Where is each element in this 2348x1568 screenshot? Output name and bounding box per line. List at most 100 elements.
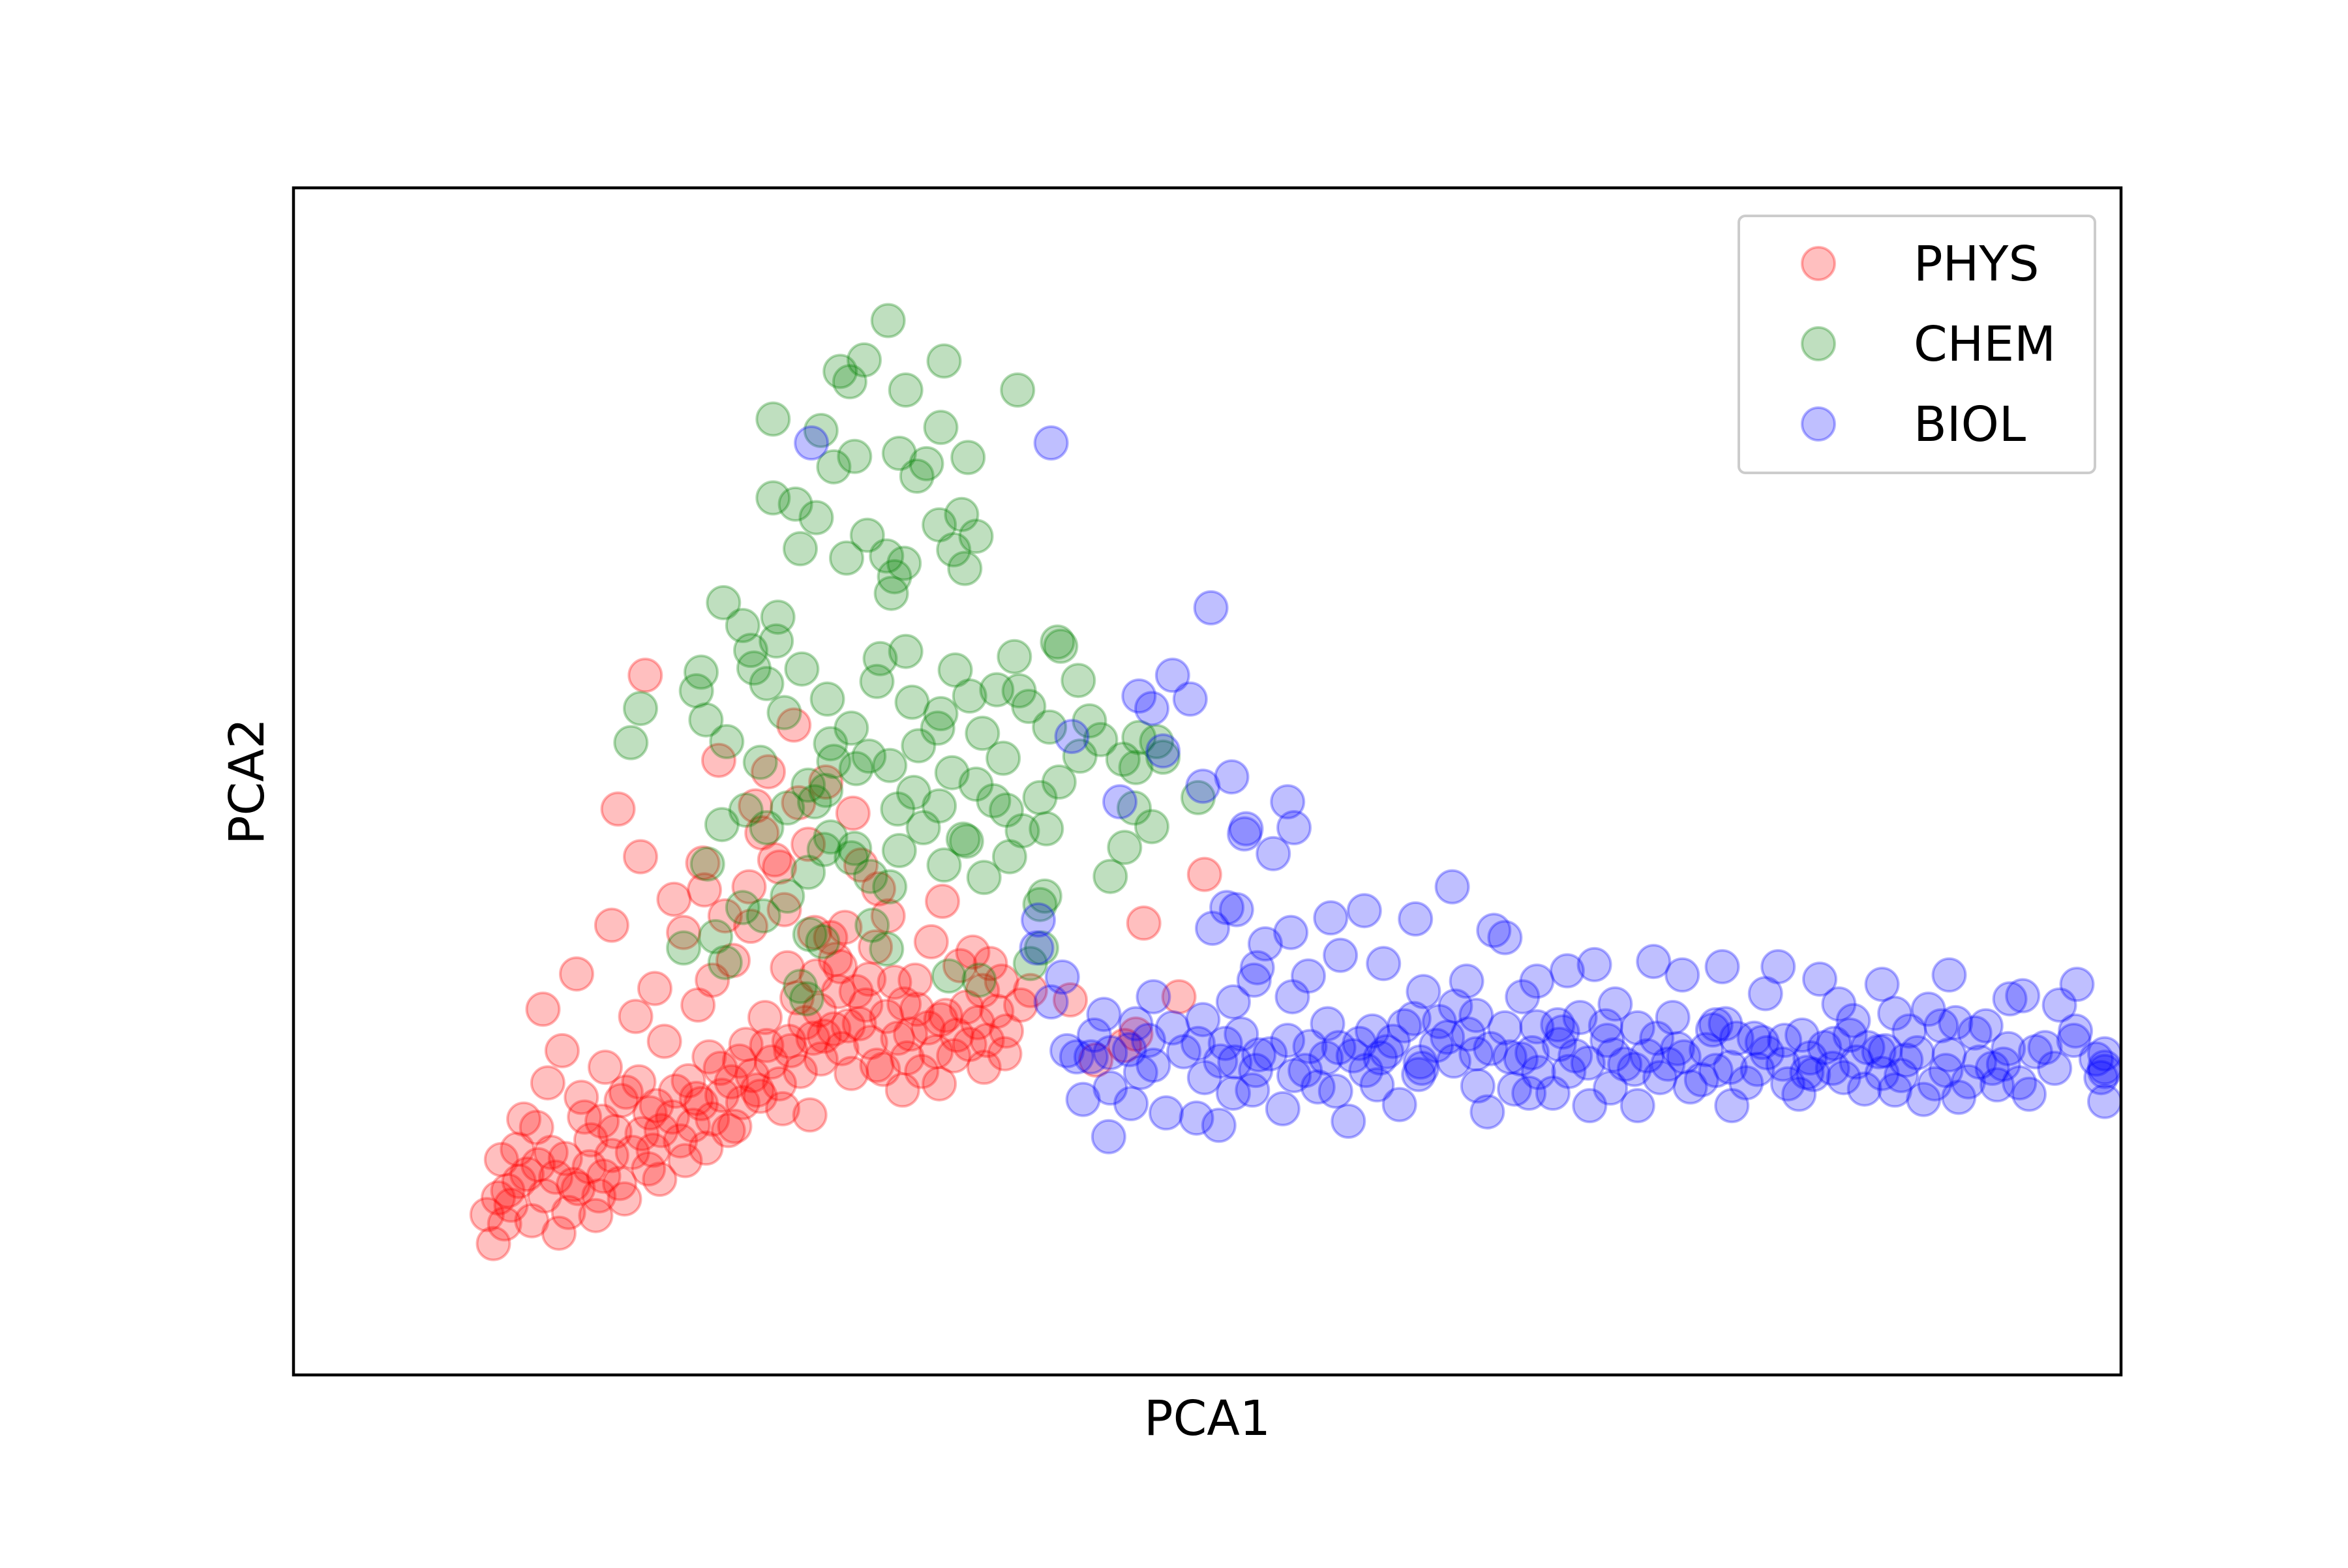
data-point-phys <box>618 999 654 1034</box>
data-point-biol <box>1877 995 1913 1031</box>
data-point-biol <box>1551 1053 1587 1089</box>
data-point-biol <box>1968 1008 2004 1044</box>
data-point-phys <box>695 1101 730 1137</box>
data-point-phys <box>738 788 774 824</box>
data-point-biol <box>1476 912 1512 948</box>
data-point-biol <box>1619 1088 1655 1124</box>
data-point-phys <box>969 1023 1005 1058</box>
data-point-phys <box>1107 1027 1143 1063</box>
data-point-chem <box>784 651 820 687</box>
data-point-phys <box>803 1041 839 1077</box>
data-point-phys <box>925 883 960 919</box>
data-point-phys <box>893 1016 928 1052</box>
data-point-biol <box>1487 1010 1523 1046</box>
data-point-biol <box>1398 901 1434 937</box>
data-point-biol <box>1941 1079 1977 1115</box>
data-point-phys <box>865 1051 901 1087</box>
data-point-chem <box>749 810 785 845</box>
data-point-biol <box>1122 1055 1158 1091</box>
data-point-chem <box>783 531 818 567</box>
data-point-chem <box>952 678 987 714</box>
data-point-chem <box>689 846 725 882</box>
data-point-chem <box>809 681 845 717</box>
data-point-phys <box>603 1083 639 1119</box>
data-point-chem <box>847 342 882 378</box>
data-point-chem <box>966 860 1002 896</box>
data-point-phys <box>707 898 743 934</box>
data-point-biol <box>1430 1019 1466 1055</box>
data-point-chem <box>709 724 745 759</box>
data-point-chem <box>909 445 944 481</box>
data-point-biol <box>1576 946 1612 982</box>
data-point-biol <box>1366 946 1402 982</box>
data-point-phys <box>608 1074 644 1110</box>
data-point-phys <box>584 1104 620 1139</box>
data-point-biol <box>1287 1053 1323 1089</box>
data-point-phys <box>688 1130 724 1166</box>
data-point-chem <box>881 833 917 868</box>
data-point-biol <box>1511 1076 1547 1111</box>
data-point-biol <box>1826 1060 1861 1096</box>
data-point-biol <box>1436 1043 1471 1079</box>
data-point-phys <box>757 842 792 878</box>
data-point-chem <box>880 791 916 827</box>
data-point-phys <box>533 1134 569 1170</box>
data-point-chem <box>805 924 841 959</box>
data-point-biol <box>1054 719 1090 755</box>
data-point-chem <box>783 969 818 1004</box>
data-point-biol <box>1910 991 1946 1027</box>
data-point-biol <box>1589 1023 1625 1058</box>
data-point-phys <box>877 964 912 1000</box>
data-point-chem <box>678 673 714 709</box>
data-point-biol <box>1655 1000 1691 1035</box>
data-point-phys <box>779 980 815 1016</box>
data-point-chem <box>725 608 760 643</box>
data-point-chem <box>816 449 852 485</box>
data-point-biol <box>2041 987 2077 1023</box>
data-point-chem <box>1139 724 1175 759</box>
data-point-biol <box>1760 949 1796 985</box>
data-point-biol <box>1348 1053 1384 1089</box>
data-point-biol <box>1276 810 1312 845</box>
data-point-phys <box>728 1027 764 1063</box>
data-point-biol <box>1381 1087 1417 1123</box>
data-point-biol <box>1102 784 1137 820</box>
data-point-chem <box>798 500 834 535</box>
data-point-phys <box>776 707 812 743</box>
data-point-biol <box>1218 892 1254 927</box>
data-point-chem <box>666 930 702 966</box>
data-point-biol <box>1375 1023 1411 1059</box>
data-point-biol <box>1419 1027 1454 1063</box>
data-point-biol <box>1689 1032 1724 1068</box>
data-point-biol <box>1749 1035 1785 1070</box>
data-point-chem <box>770 878 805 914</box>
data-point-phys <box>835 795 871 831</box>
data-point-biol <box>2083 1060 2119 1096</box>
data-point-biol <box>1331 1104 1366 1139</box>
data-point-phys <box>687 872 722 908</box>
data-point-biol <box>1214 759 1250 795</box>
data-point-phys <box>771 1023 807 1059</box>
data-point-chem <box>1012 946 1048 982</box>
data-point-biol <box>1767 1023 1803 1058</box>
data-point-phys <box>506 1101 542 1137</box>
data-point-phys <box>808 764 844 800</box>
data-point-chem <box>684 654 719 690</box>
data-point-phys <box>739 1072 775 1108</box>
data-point-chem <box>806 832 842 867</box>
data-point-chem <box>623 691 658 727</box>
data-point-phys <box>922 1066 957 1102</box>
data-point-phys <box>979 993 1015 1029</box>
data-point-biol <box>1270 1023 1306 1058</box>
data-point-biol <box>1239 950 1275 986</box>
data-point-chem <box>725 890 760 926</box>
plot-frame <box>292 186 2123 1377</box>
data-point-biol <box>1864 967 1900 1003</box>
data-point-chem <box>877 559 912 595</box>
data-point-phys <box>744 815 780 851</box>
data-point-phys <box>1118 1016 1154 1052</box>
data-point-chem <box>852 858 888 894</box>
data-point-biol <box>1962 1044 1998 1080</box>
data-point-biol <box>1519 963 1555 999</box>
data-point-biol <box>1092 1035 1128 1070</box>
